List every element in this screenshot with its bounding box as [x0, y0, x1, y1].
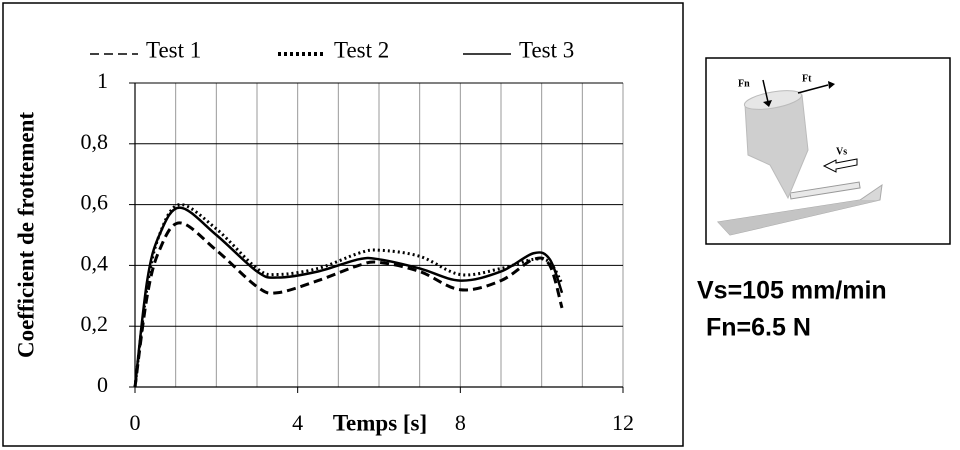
x-tick-label: 0	[130, 410, 141, 435]
series-line	[133, 203, 564, 388]
series-line	[133, 221, 564, 388]
ft-label: Ft	[802, 73, 812, 84]
fn-arrow	[762, 79, 769, 103]
x-tick-label: 4	[292, 410, 303, 435]
condition-text: Vs=105 mm/min	[697, 277, 887, 305]
series-line	[133, 206, 564, 388]
y-axis-label: Coefficient de frottement	[13, 112, 38, 358]
x-tick-label: 8	[455, 410, 466, 435]
chart-frame	[2, 2, 684, 447]
legend-label: Test 2	[334, 37, 389, 62]
vs-arrow	[822, 158, 858, 173]
y-tick-label: 0,6	[81, 190, 109, 215]
x-tick-label: 12	[612, 410, 634, 435]
ft-arrow	[797, 84, 829, 94]
x-axis-label: Temps [s]	[333, 410, 427, 435]
y-tick-label: 0,8	[81, 129, 109, 154]
condition-text: Fn=6.5 N	[706, 314, 811, 342]
track	[789, 181, 861, 200]
tool-top	[743, 90, 803, 110]
legend-label: Test 1	[146, 37, 201, 62]
y-tick-label: 0,4	[81, 250, 109, 275]
vs-label: Vs	[836, 146, 847, 157]
y-tick-label: 0,2	[81, 311, 109, 336]
fn-arrowhead	[763, 100, 772, 107]
y-tick-label: 0	[97, 372, 108, 397]
diagram-frame	[705, 57, 951, 245]
plate-side	[718, 200, 880, 235]
y-tick-label: 1	[97, 68, 108, 93]
diagram: Fn Ft Vs	[705, 57, 951, 245]
ft-arrowhead	[828, 81, 835, 89]
legend-label: Test 3	[519, 37, 574, 62]
fn-label: Fn	[738, 78, 750, 89]
